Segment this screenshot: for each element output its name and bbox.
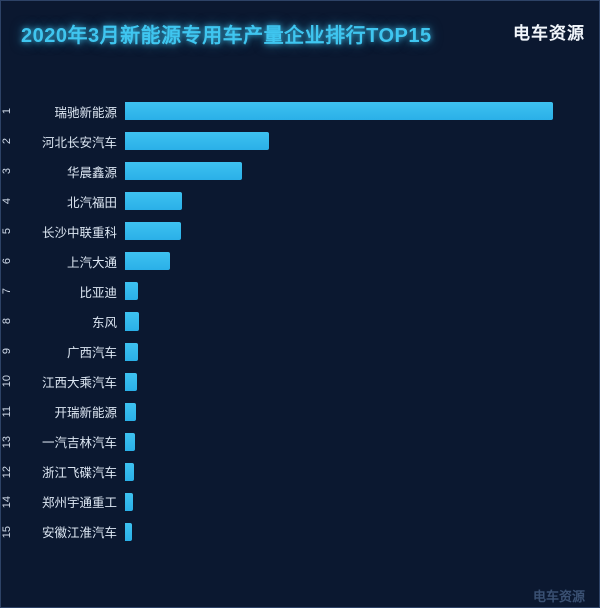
bar-track-11 bbox=[125, 397, 600, 427]
company-label-15: 安徽江淮汽车 bbox=[17, 522, 125, 541]
bar-track-3 bbox=[125, 156, 600, 186]
rank-label-1: 1 bbox=[1, 108, 17, 114]
bar-12[interactable] bbox=[125, 433, 135, 451]
company-label-1: 瑞驰新能源 bbox=[17, 102, 125, 121]
company-label-13: 浙江飞碟汽车 bbox=[17, 462, 125, 481]
bar-3[interactable] bbox=[125, 162, 242, 180]
chart-plot-area: 1 瑞驰新能源 2 河北长安汽车 3 华晨鑫源 4 北汽福田 5 长沙中联重科 6 上汽大通 7 比亚迪 8… bbox=[1, 96, 600, 551]
bar-track-4 bbox=[125, 186, 600, 216]
chart-title: 2020年3月新能源专用车产量企业排行TOP15 bbox=[21, 19, 432, 48]
chart-row-2: 2 河北长安汽车 bbox=[1, 126, 600, 156]
bar-track-15 bbox=[125, 517, 600, 547]
bar-7[interactable] bbox=[125, 282, 138, 300]
bar-track-1 bbox=[125, 96, 600, 126]
rank-label-11: 11 bbox=[1, 406, 17, 417]
rank-label-14: 14 bbox=[1, 496, 17, 508]
rank-label-12: 13 bbox=[1, 436, 17, 448]
bar-track-9 bbox=[125, 337, 600, 367]
company-label-7: 比亚迪 bbox=[17, 282, 125, 301]
rank-label-5: 5 bbox=[1, 228, 17, 234]
bar-13[interactable] bbox=[125, 463, 134, 481]
rank-label-2: 2 bbox=[1, 138, 17, 144]
bar-track-8 bbox=[125, 306, 600, 336]
bar-track-10 bbox=[125, 367, 600, 397]
company-label-8: 东风 bbox=[17, 312, 125, 331]
company-label-9: 广西汽车 bbox=[17, 342, 125, 361]
rank-label-3: 3 bbox=[1, 168, 17, 174]
bar-14[interactable] bbox=[125, 493, 133, 511]
chart-row-10: 10 江西大乘汽车 bbox=[1, 367, 600, 397]
rank-label-15: 15 bbox=[1, 526, 17, 538]
company-label-14: 郑州宇通重工 bbox=[17, 492, 125, 511]
company-label-5: 长沙中联重科 bbox=[17, 222, 125, 241]
rank-label-10: 10 bbox=[1, 375, 17, 387]
x-axis-labels bbox=[125, 547, 600, 573]
company-label-10: 江西大乘汽车 bbox=[17, 372, 125, 391]
bar-9[interactable] bbox=[125, 343, 138, 361]
chart-row-8: 8 东风 bbox=[1, 306, 600, 336]
chart-row-5: 5 长沙中联重科 bbox=[1, 216, 600, 246]
chart-row-11: 11 开瑞新能源 bbox=[1, 397, 600, 427]
chart-row-4: 4 北汽福田 bbox=[1, 186, 600, 216]
company-label-6: 上汽大通 bbox=[17, 252, 125, 271]
bar-track-12 bbox=[125, 427, 600, 457]
bar-track-7 bbox=[125, 276, 600, 306]
bar-15[interactable] bbox=[125, 523, 132, 541]
chart-row-3: 3 华晨鑫源 bbox=[1, 156, 600, 186]
bar-5[interactable] bbox=[125, 222, 181, 240]
company-label-3: 华晨鑫源 bbox=[17, 162, 125, 181]
rank-label-4: 4 bbox=[1, 198, 17, 204]
bar-track-14 bbox=[125, 487, 600, 517]
company-label-11: 开瑞新能源 bbox=[17, 402, 125, 421]
rank-label-9: 9 bbox=[1, 348, 17, 354]
chart-row-9: 9 广西汽车 bbox=[1, 337, 600, 367]
chart-row-12: 13 一汽吉林汽车 bbox=[1, 427, 600, 457]
bar-11[interactable] bbox=[125, 403, 136, 421]
bar-track-5 bbox=[125, 216, 600, 246]
company-label-4: 北汽福田 bbox=[17, 192, 125, 211]
chart-row-13: 12 浙江飞碟汽车 bbox=[1, 457, 600, 487]
chart-frame: 2020年3月新能源专用车产量企业排行TOP15 电车资源 1 瑞驰新能源 2 河北长… bbox=[0, 0, 600, 608]
bar-track-13 bbox=[125, 457, 600, 487]
brand-logo: 电车资源 bbox=[513, 19, 585, 44]
company-label-2: 河北长安汽车 bbox=[17, 132, 125, 151]
bar-1[interactable] bbox=[125, 102, 553, 120]
rank-label-6: 6 bbox=[1, 258, 17, 264]
bar-track-6 bbox=[125, 246, 600, 276]
chart-row-7: 7 比亚迪 bbox=[1, 276, 600, 306]
chart-row-14: 14 郑州宇通重工 bbox=[1, 487, 600, 517]
chart-row-15: 15 安徽江淮汽车 bbox=[1, 517, 600, 547]
rank-label-13: 12 bbox=[1, 466, 17, 478]
bar-6[interactable] bbox=[125, 252, 170, 270]
chart-row-6: 6 上汽大通 bbox=[1, 246, 600, 276]
chart-row-1: 1 瑞驰新能源 bbox=[1, 96, 600, 126]
watermark-bottom: 电车资源 bbox=[533, 586, 585, 605]
bar-track-2 bbox=[125, 126, 600, 156]
bar-4[interactable] bbox=[125, 192, 182, 210]
rank-label-7: 7 bbox=[1, 288, 17, 294]
bar-10[interactable] bbox=[125, 373, 137, 391]
rank-label-8: 8 bbox=[1, 318, 17, 324]
bar-8[interactable] bbox=[125, 312, 139, 330]
bar-2[interactable] bbox=[125, 132, 269, 150]
company-label-12: 一汽吉林汽车 bbox=[17, 432, 125, 451]
